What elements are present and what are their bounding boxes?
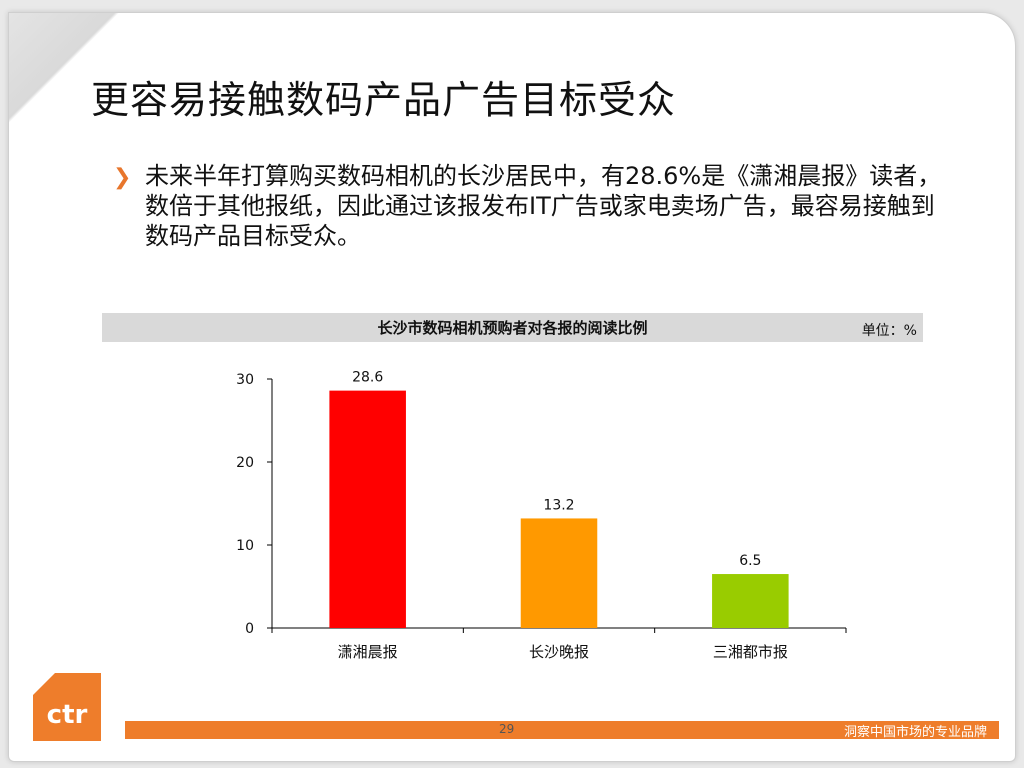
slide-title: 更容易接触数码产品广告目标受众: [91, 78, 677, 122]
x-category-label: 长沙晚报: [529, 643, 589, 661]
ctr-logo: ctr: [33, 673, 101, 741]
bar: [712, 574, 789, 628]
y-tick-label: 0: [245, 621, 254, 637]
y-tick-label: 10: [236, 538, 254, 554]
y-tick-label: 20: [236, 455, 254, 471]
svg-text:ctr: ctr: [47, 700, 88, 730]
x-category-label: 潇湘晨报: [338, 643, 398, 661]
x-category-label: 三湘都市报: [713, 643, 788, 661]
chart-title: 长沙市数码相机预购者对各报的阅读比例: [377, 319, 648, 337]
y-tick-label: 30: [236, 372, 254, 388]
bar: [329, 390, 406, 628]
bullet-text: 未来半年打算购买数码相机的长沙居民中，有28.6%是《潇湘晨报》读者，数倍于其他…: [145, 162, 942, 250]
slide: 更容易接触数码产品广告目标受众 ❯ 未来半年打算购买数码相机的长沙居民中，有28…: [8, 12, 1016, 762]
data-label: 13.2: [543, 497, 574, 513]
footer-bar: [125, 721, 999, 739]
data-label: 28.6: [352, 370, 383, 386]
chevron-right-icon: ❯: [113, 165, 132, 190]
bar-chart: 0 10 20 30 28.6 潇湘晨报 13.2 长沙晚报 6.5 三湘都市报: [236, 370, 847, 661]
footer-slogan: 洞察中国市场的专业品牌: [843, 725, 987, 740]
data-label: 6.5: [739, 553, 761, 569]
page-number: 29: [499, 722, 515, 736]
chart-unit: 单位：%: [861, 323, 917, 339]
chart-header: 长沙市数码相机预购者对各报的阅读比例 单位：%: [102, 313, 923, 342]
bar: [520, 518, 598, 628]
corner-fold-decoration: [9, 13, 119, 123]
